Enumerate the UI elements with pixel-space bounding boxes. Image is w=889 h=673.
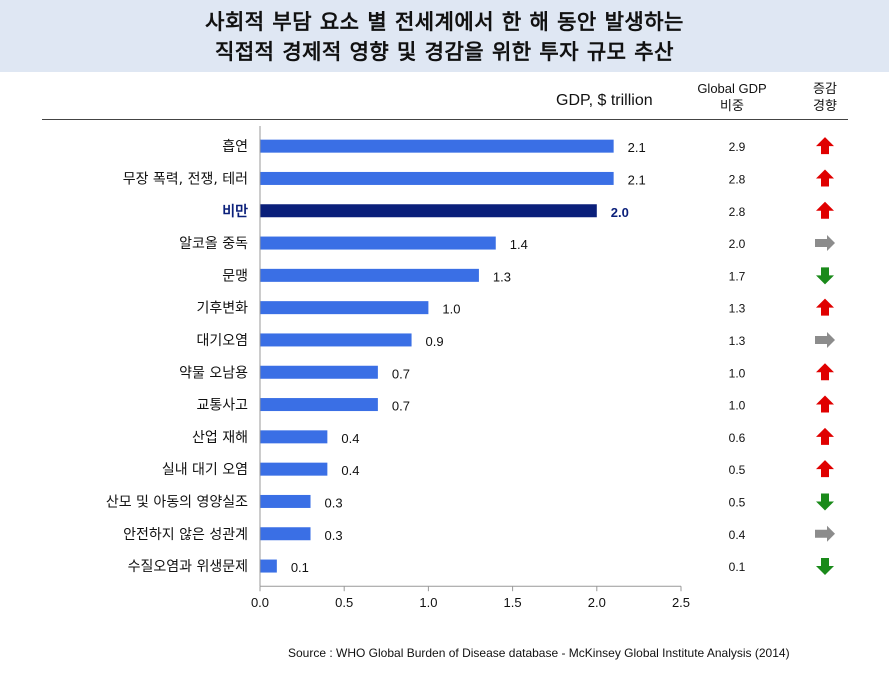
x-tick-label: 2.0 (588, 595, 606, 610)
category-label: 흡연 (222, 139, 248, 155)
value-label: 2.0 (611, 205, 629, 220)
trend-right-arrow-icon (815, 235, 835, 252)
gdp-share-value: 2.8 (729, 205, 746, 219)
trend-header-line-1: 증감 (813, 81, 837, 96)
trend-up-arrow-icon (816, 395, 834, 413)
x-tick-label: 2.5 (672, 595, 690, 610)
header-divider (42, 119, 848, 120)
category-label: 약물 오남용 (179, 365, 248, 381)
gdp-share-value: 1.3 (729, 302, 746, 316)
gdp-unit-label: GDP, $ trillion (556, 92, 653, 109)
gdp-share-value: 0.6 (729, 431, 746, 445)
value-label: 0.7 (392, 399, 410, 414)
value-label: 0.1 (291, 560, 309, 575)
trend-up-arrow-icon (816, 169, 834, 187)
category-label: 대기오염 (196, 333, 248, 349)
value-label: 1.3 (493, 269, 511, 284)
trend-up-arrow-icon (816, 427, 834, 445)
gdp-share-value: 1.0 (729, 399, 746, 413)
gdp-share-header-line-2: 비중 (720, 98, 744, 113)
trend-header-line-2: 경향 (813, 98, 837, 113)
value-label: 0.7 (392, 366, 410, 381)
gdp-share-value: 0.4 (729, 528, 746, 542)
gdp-share-value: 0.5 (729, 463, 746, 477)
gdp-share-value: 1.3 (729, 334, 746, 348)
bar (260, 171, 614, 185)
bar (260, 301, 429, 315)
value-label: 0.3 (325, 495, 343, 510)
trend-up-arrow-icon (816, 298, 834, 316)
trend-down-arrow-icon (816, 558, 834, 576)
bar (260, 204, 597, 218)
bar (260, 365, 378, 379)
x-tick-label: 0.0 (251, 595, 269, 610)
value-label: 0.9 (426, 334, 444, 349)
trend-column-header: 증감 경향 (800, 80, 850, 114)
x-tick-label: 1.5 (504, 595, 522, 610)
trend-down-arrow-icon (816, 267, 834, 285)
category-label: 안전하지 않은 성관계 (123, 527, 248, 543)
bar (260, 139, 614, 153)
gdp-share-value: 0.5 (729, 495, 746, 509)
category-label: 실내 대기 오염 (162, 462, 248, 478)
trend-right-arrow-icon (815, 331, 835, 348)
gdp-share-column-header: Global GDP 비중 (686, 80, 778, 114)
value-label: 2.1 (628, 140, 646, 155)
category-label: 교통사고 (196, 398, 248, 414)
value-label: 0.4 (341, 463, 359, 478)
category-label: 산업 재해 (192, 430, 248, 446)
value-label: 2.1 (628, 172, 646, 187)
bar (260, 559, 277, 573)
bar (260, 494, 311, 508)
category-label: 무장 폭력, 전쟁, 테러 (123, 171, 248, 187)
bar (260, 236, 496, 250)
x-tick-label: 1.0 (419, 595, 437, 610)
value-label: 1.4 (510, 237, 528, 252)
category-label: 문맹 (222, 268, 248, 284)
category-label: 기후변화 (196, 301, 248, 317)
x-tick-label: 0.5 (335, 595, 353, 610)
category-label: 알코올 중독 (179, 236, 248, 252)
source-note: Source : WHO Global Burden of Disease da… (288, 646, 790, 660)
chart-title-line-1: 사회적 부담 요소 별 전세계에서 한 해 동안 발생하는 (205, 10, 684, 34)
bar (260, 462, 328, 476)
gdp-share-value: 1.7 (729, 269, 746, 283)
trend-up-arrow-icon (816, 137, 834, 155)
category-label: 비만 (222, 204, 248, 220)
chart-title-line-2: 직접적 경제적 영향 및 경감을 위한 투자 규모 추산 (215, 40, 674, 64)
category-label: 수질오염과 위생문제 (128, 559, 248, 575)
title-banner: 사회적 부담 요소 별 전세계에서 한 해 동안 발생하는 직접적 경제적 영향… (0, 0, 889, 72)
trend-up-arrow-icon (816, 363, 834, 381)
trend-down-arrow-icon (816, 493, 834, 511)
trend-up-arrow-icon (816, 460, 834, 478)
bar (260, 527, 311, 541)
bar (260, 268, 479, 282)
gdp-share-header-line-1: Global GDP (697, 81, 767, 96)
value-label: 0.3 (325, 528, 343, 543)
trend-up-arrow-icon (816, 201, 834, 219)
gdp-share-value: 0.1 (729, 560, 746, 574)
value-label: 1.0 (442, 302, 460, 317)
category-label: 산모 및 아동의 영양실조 (106, 494, 248, 510)
gdp-share-value: 2.0 (729, 237, 746, 251)
bar (260, 430, 328, 444)
gdp-share-value: 2.9 (729, 140, 746, 154)
gdp-share-value: 1.0 (729, 366, 746, 380)
gdp-share-value: 2.8 (729, 172, 746, 186)
bar (260, 333, 412, 347)
bar (260, 398, 378, 412)
value-label: 0.4 (341, 431, 359, 446)
trend-right-arrow-icon (815, 525, 835, 542)
